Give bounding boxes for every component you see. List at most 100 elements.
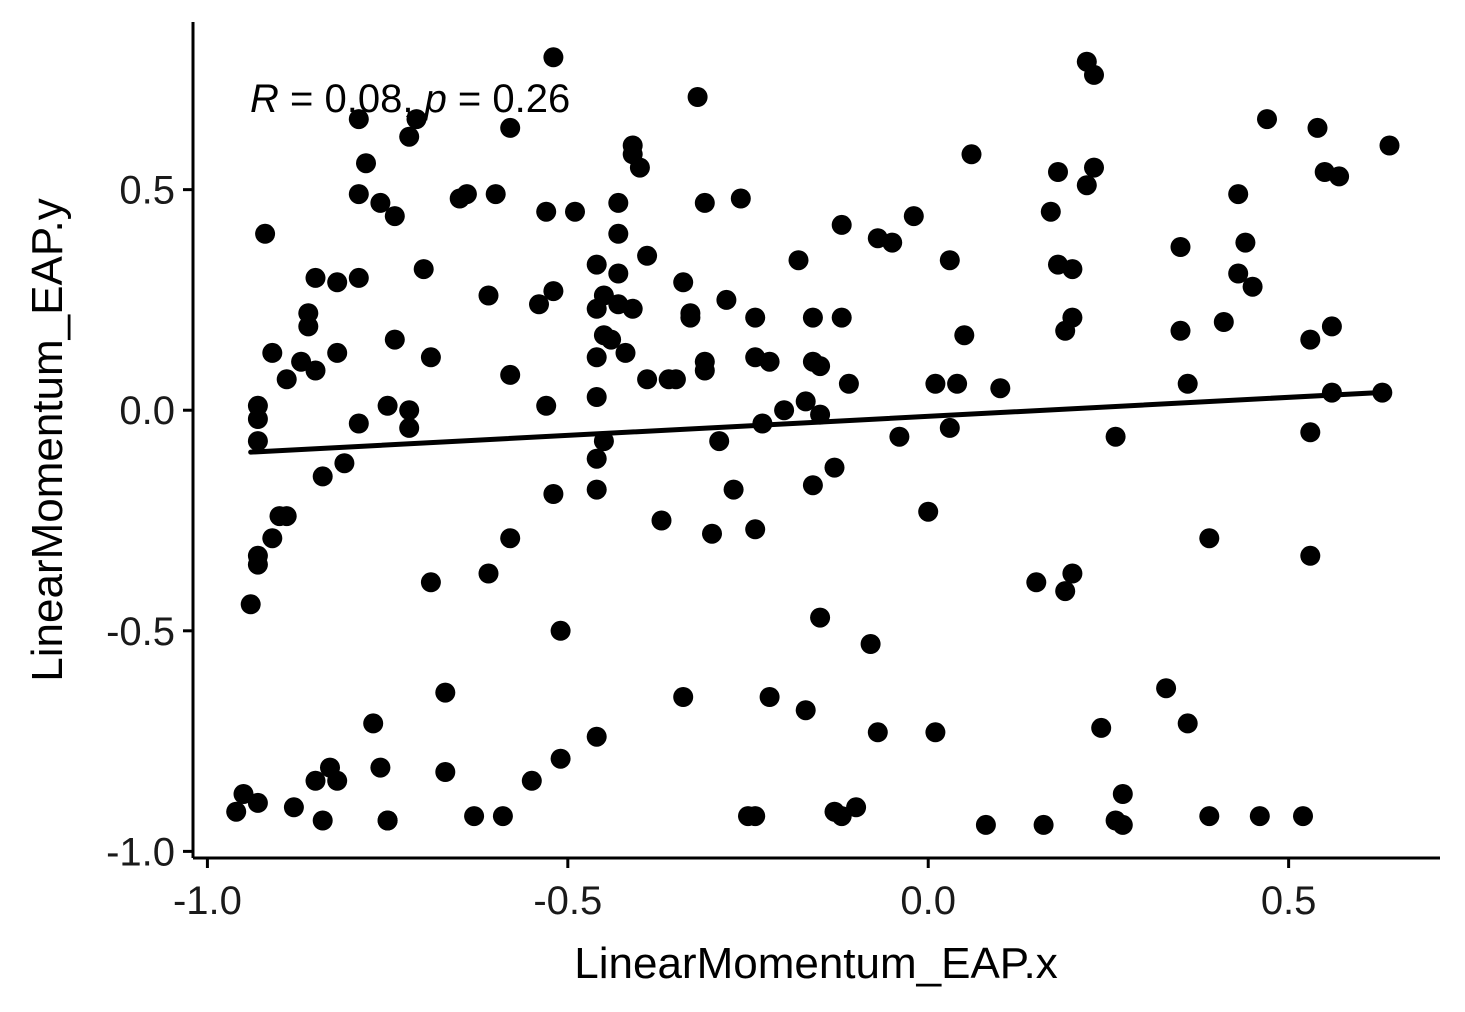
data-point <box>1321 316 1342 337</box>
data-point <box>327 272 348 293</box>
data-point <box>1040 201 1061 222</box>
data-point <box>1228 184 1249 205</box>
data-point <box>702 523 722 544</box>
x-tick-label: 0.5 <box>1261 879 1317 923</box>
data-point <box>745 519 766 540</box>
data-point <box>312 810 333 831</box>
data-point <box>492 806 513 827</box>
y-tick-label: 0.5 <box>119 169 175 213</box>
x-tick-label: -0.5 <box>533 879 602 923</box>
x-tick-label: -1.0 <box>173 879 242 923</box>
data-point <box>586 726 607 747</box>
data-point <box>1033 814 1054 835</box>
data-point <box>1026 572 1047 593</box>
data-point <box>903 206 924 227</box>
data-point <box>536 201 557 222</box>
data-point <box>802 307 823 328</box>
data-point <box>399 126 420 147</box>
y-axis-ticks: -1.0 -0.5 0.0 0.5 <box>106 169 193 874</box>
data-point <box>1055 320 1076 341</box>
data-point <box>255 223 276 244</box>
data-point <box>680 307 701 328</box>
data-point <box>262 342 283 363</box>
data-point <box>925 373 946 394</box>
data-point <box>651 510 672 531</box>
x-axis-ticks: -1.0 -0.5 0.0 0.5 <box>173 858 1316 923</box>
data-point <box>305 267 326 288</box>
data-point <box>673 272 694 293</box>
data-point <box>918 501 939 522</box>
data-point <box>1235 232 1256 253</box>
data-point <box>550 620 571 641</box>
data-point <box>673 687 694 707</box>
data-point <box>399 417 420 438</box>
data-point <box>947 373 968 394</box>
data-point <box>1170 320 1191 341</box>
data-point <box>622 298 643 319</box>
data-point <box>500 528 521 549</box>
data-point <box>975 814 996 835</box>
data-point <box>298 316 319 337</box>
data-point <box>990 378 1011 399</box>
data-point <box>529 294 549 315</box>
data-point <box>1249 806 1270 827</box>
data-point <box>348 413 369 434</box>
data-point <box>586 254 607 275</box>
data-point <box>1062 259 1083 280</box>
data-point <box>356 153 376 174</box>
data-point <box>1084 64 1104 85</box>
data-point <box>745 806 766 827</box>
y-tick-label: -1.0 <box>106 830 175 874</box>
data-point <box>1084 157 1104 178</box>
data-point <box>565 201 585 222</box>
data-point <box>377 810 398 831</box>
p-symbol: p <box>424 77 447 121</box>
data-point <box>226 801 247 822</box>
x-tick-label: 0.0 <box>900 879 956 923</box>
data-point <box>608 263 629 284</box>
data-point <box>1257 109 1277 130</box>
data-point <box>608 223 629 244</box>
data-point <box>788 250 809 271</box>
data-point <box>478 285 499 306</box>
regression-line <box>248 390 1382 455</box>
data-point <box>1213 312 1234 332</box>
data-point <box>774 400 795 421</box>
data-point <box>247 409 268 429</box>
data-point <box>615 342 636 363</box>
data-point <box>1293 806 1313 827</box>
annotation-text: R = 0.08, p = 0.26 <box>250 77 570 121</box>
data-point <box>1300 329 1321 350</box>
scatter-points <box>226 47 1400 835</box>
data-point <box>363 713 384 734</box>
data-point <box>759 351 780 372</box>
r-value: = 0.08, <box>279 77 425 121</box>
data-point <box>1300 545 1321 566</box>
data-point <box>838 373 859 394</box>
data-point <box>348 267 369 288</box>
data-point <box>860 634 881 654</box>
data-point <box>810 356 831 377</box>
data-point <box>730 188 751 209</box>
data-point <box>377 395 398 416</box>
data-point <box>824 457 845 478</box>
data-point <box>1048 162 1068 182</box>
data-point <box>586 298 607 319</box>
data-point <box>687 87 708 107</box>
data-point <box>247 431 268 452</box>
data-point <box>1055 581 1076 602</box>
data-point <box>810 607 831 628</box>
data-point <box>1300 422 1321 443</box>
data-point <box>500 364 521 385</box>
data-point <box>709 431 730 452</box>
data-point <box>831 214 852 235</box>
r-symbol: R <box>250 77 279 121</box>
data-point <box>745 307 766 328</box>
data-point <box>846 797 867 818</box>
data-point <box>384 329 405 350</box>
y-tick-label: -0.5 <box>106 610 175 654</box>
data-point <box>961 144 982 165</box>
data-point <box>925 722 946 743</box>
data-point <box>795 700 816 721</box>
